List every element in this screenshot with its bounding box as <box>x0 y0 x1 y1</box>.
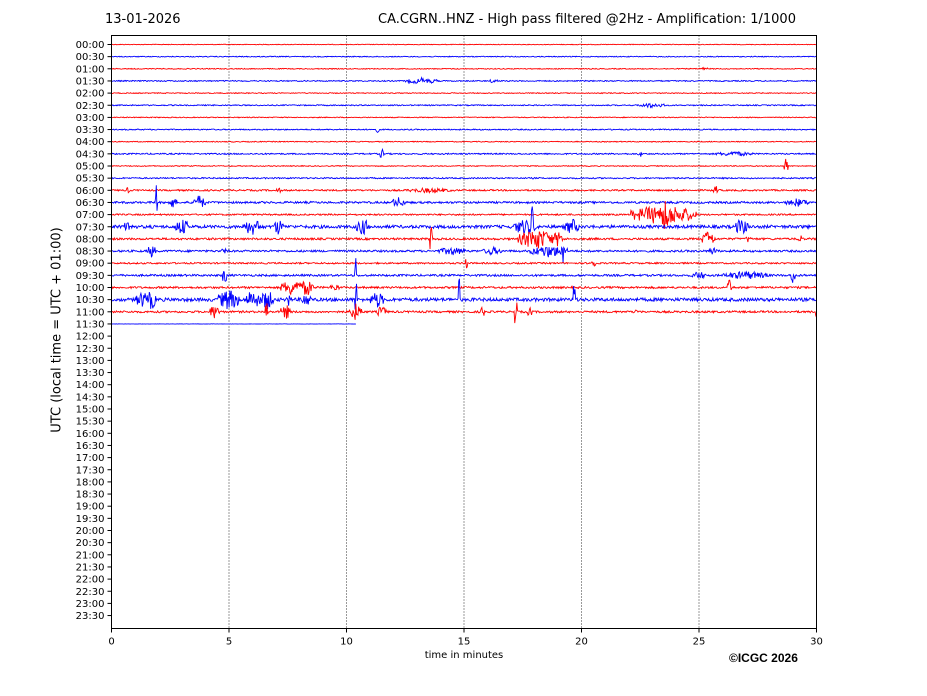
trace-0700 <box>111 201 817 229</box>
trace-0730 <box>111 206 817 236</box>
trace-0200 <box>111 91 817 95</box>
y-tick-label: 23:30 <box>76 611 105 622</box>
trace-0530 <box>111 176 817 180</box>
x-tick-label: 30 <box>810 637 823 648</box>
y-tick-label: 02:30 <box>76 101 105 112</box>
y-tick-label: 13:30 <box>76 368 105 379</box>
y-tick-label: 03:00 <box>76 113 105 124</box>
y-tick-label: 08:00 <box>76 234 105 245</box>
x-tick-label: 5 <box>226 637 232 648</box>
y-tick-label: 10:00 <box>76 283 105 294</box>
y-tick-label: 07:30 <box>76 222 105 233</box>
x-tick-label: 10 <box>340 637 353 648</box>
trace-0230 <box>111 102 817 109</box>
y-tick-label: 15:00 <box>76 405 105 416</box>
grid-lines <box>228 35 700 629</box>
y-tick-label: 01:00 <box>76 64 105 75</box>
y-tick-label: 03:30 <box>76 125 105 136</box>
y-tick-label: 00:00 <box>76 40 105 51</box>
y-tick-label: 23:00 <box>76 599 105 610</box>
y-tick-label: 16:00 <box>76 429 105 440</box>
y-tick-label: 09:30 <box>76 271 105 282</box>
y-tick-label: 18:00 <box>76 477 105 488</box>
chart-title: CA.CGRN..HNZ - High pass filtered @2Hz -… <box>378 12 796 27</box>
trace-0300 <box>111 116 817 119</box>
trace-0800 <box>111 227 817 250</box>
y-tick-label: 21:00 <box>76 550 105 561</box>
y-tick-label: 16:30 <box>76 441 105 452</box>
y-tick-label: 01:30 <box>76 76 105 87</box>
y-tick-label: 10:30 <box>76 295 105 306</box>
y-tick-label: 22:30 <box>76 587 105 598</box>
y-tick-label: 06:00 <box>76 186 105 197</box>
trace-0030 <box>111 55 817 58</box>
y-tick-label: 11:30 <box>76 319 105 330</box>
y-tick-label: 19:30 <box>76 514 105 525</box>
trace-0500 <box>111 158 817 170</box>
x-ticks: 0 5 10 15 20 25 30 <box>108 628 823 648</box>
trace-0630 <box>111 185 817 211</box>
trace-0900 <box>111 259 817 269</box>
y-tick-label: 14:00 <box>76 380 105 391</box>
y-tick-label: 14:30 <box>76 392 105 403</box>
y-tick-label: 04:00 <box>76 137 105 148</box>
x-tick-label: 20 <box>575 637 588 648</box>
y-tick-label: 18:30 <box>76 490 105 501</box>
y-tick-label: 13:00 <box>76 356 105 367</box>
copyright-label: ©ICGC 2026 <box>729 651 798 665</box>
trace-0600 <box>111 186 817 194</box>
trace-0100 <box>111 66 817 71</box>
date-label: 13-01-2026 <box>105 12 181 27</box>
trace-0000 <box>111 43 817 46</box>
y-tick-label: 19:00 <box>76 502 105 513</box>
trace-0430 <box>111 147 817 158</box>
y-tick-label: 05:00 <box>76 162 105 173</box>
y-tick-label: 02:00 <box>76 89 105 100</box>
y-tick-label: 12:00 <box>76 332 105 343</box>
y-tick-label: 22:00 <box>76 575 105 586</box>
y-tick-label: 21:30 <box>76 562 105 573</box>
trace-0830 <box>111 245 817 264</box>
y-tick-label: 11:00 <box>76 307 105 318</box>
trace-group <box>111 43 817 325</box>
y-tick-label: 06:30 <box>76 198 105 209</box>
x-tick-label: 0 <box>108 637 114 648</box>
trace-0130 <box>111 76 817 85</box>
y-tick-label: 17:30 <box>76 465 105 476</box>
y-tick-label: 07:00 <box>76 210 105 221</box>
y-tick-label: 17:00 <box>76 453 105 464</box>
trace-0930 <box>111 258 817 283</box>
y-tick-label: 00:30 <box>76 52 105 63</box>
trace-0400 <box>111 140 817 143</box>
trace-0330 <box>111 128 817 134</box>
y-tick-label: 20:00 <box>76 526 105 537</box>
y-tick-label: 05:30 <box>76 174 105 185</box>
trace-1100 <box>111 302 817 324</box>
x-tick-label: 15 <box>458 637 471 648</box>
trace-1030 <box>111 278 817 310</box>
y-tick-label: 09:00 <box>76 259 105 270</box>
y-tick-label: 15:30 <box>76 417 105 428</box>
y-tick-label: 20:30 <box>76 538 105 549</box>
y-tick-label: 08:30 <box>76 247 105 258</box>
trace-1000 <box>111 279 817 296</box>
y-tick-label: 12:30 <box>76 344 105 355</box>
x-axis-label: time in minutes <box>424 650 504 661</box>
y-tick-label: 04:30 <box>76 149 105 160</box>
x-tick-label: 25 <box>693 637 706 648</box>
